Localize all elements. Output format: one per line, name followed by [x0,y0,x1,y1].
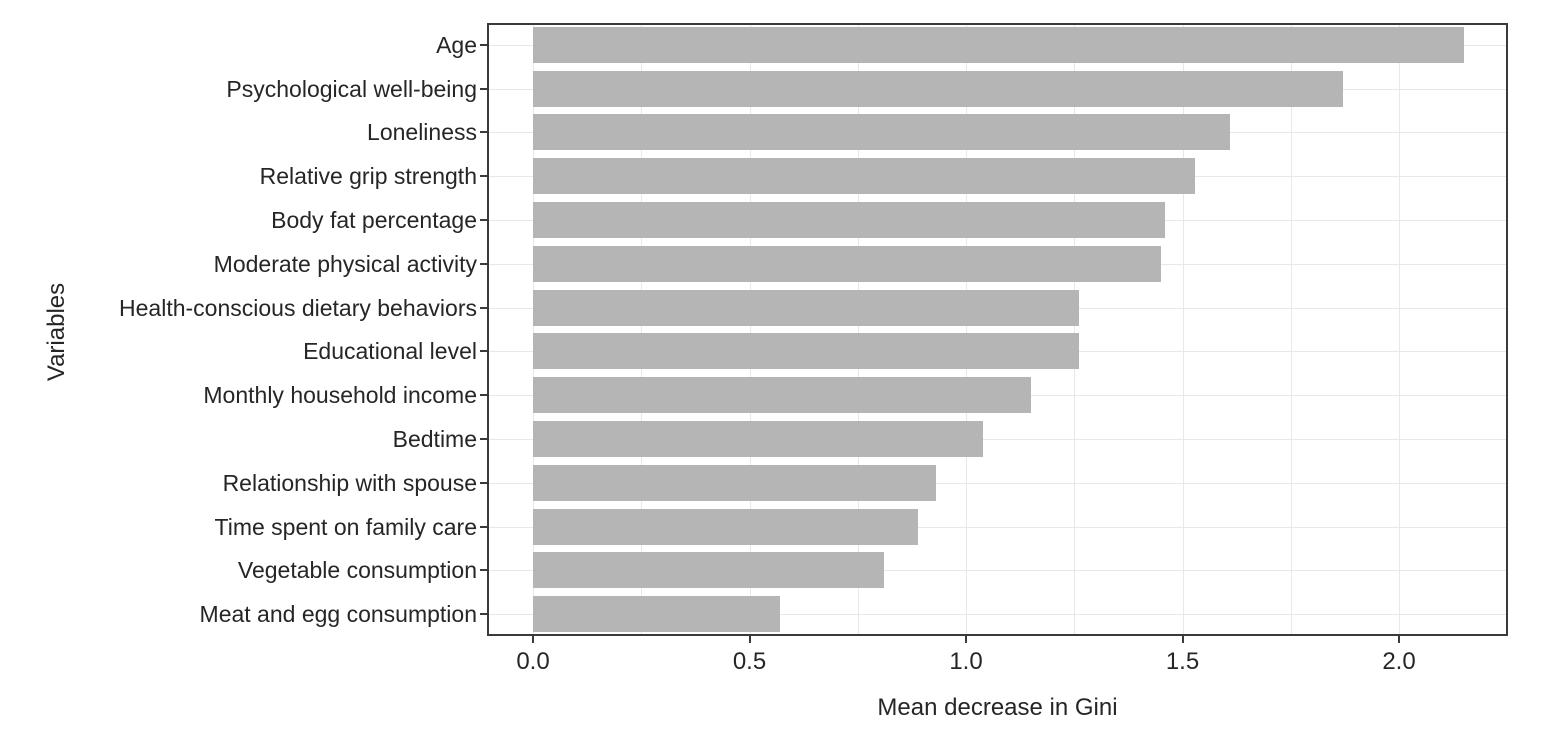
gridline-vertical [966,25,967,634]
y-tick-mark [480,525,487,528]
category-label: Moderate physical activity [213,250,477,277]
bar [533,420,984,457]
bar [533,596,780,633]
gridline-vertical [1399,25,1400,634]
category-label: Psychological well-being [226,75,477,102]
bar [533,158,1196,195]
category-label: Body fat percentage [271,207,477,234]
x-tick-label: 1.0 [949,648,983,675]
gridline-vertical [749,25,751,634]
bar [533,26,1464,63]
category-label: Time spent on family care [214,513,477,540]
y-tick-mark [480,219,487,222]
bar [533,377,1031,414]
bar [533,464,936,501]
y-tick-mark [480,175,487,178]
category-label: Relationship with spouse [222,469,477,496]
bar [533,552,884,589]
category-label: Meat and egg consumption [199,601,477,628]
y-tick-mark [480,569,487,572]
bar [533,202,1166,239]
x-tick-label: 1.5 [1165,648,1200,675]
bar [533,114,1231,151]
gridline-vertical [1507,25,1509,634]
y-tick-mark [480,43,487,46]
y-tick-mark [480,262,487,265]
x-tick-mark [1181,636,1184,643]
gridline-horizontal [489,570,1506,572]
y-tick-mark [480,131,487,134]
y-tick-mark [480,394,487,397]
bar [533,245,1161,282]
x-tick-label: 0.0 [516,648,550,675]
bar [533,508,919,545]
category-label: Age [436,31,477,58]
bar [533,289,1079,326]
category-label: Vegetable consumption [237,557,477,584]
category-label: Bedtime [392,425,477,452]
y-tick-mark [480,613,487,616]
gridline-horizontal [489,614,1506,616]
gridline-vertical [1074,25,1076,634]
x-axis-title: Mean decrease in Gini [877,694,1118,721]
x-tick-label: 2.0 [1382,648,1416,675]
y-tick-mark [480,437,487,440]
gridline-vertical [857,25,859,634]
gridline-vertical [1290,25,1292,634]
gridline-horizontal [489,526,1506,528]
x-tick-mark [748,636,751,643]
category-label: Health-conscious dietary behaviors [119,294,477,321]
x-tick-mark [1398,636,1400,643]
category-label: Relative grip strength [259,163,477,190]
x-tick-mark [965,636,967,643]
x-tick-label: 0.5 [732,648,767,675]
y-tick-mark [480,306,487,309]
gridline-vertical [533,25,534,634]
category-label: Monthly household income [203,382,477,409]
y-tick-mark [480,350,487,353]
category-label: Educational level [303,338,477,365]
y-tick-mark [480,87,487,90]
gridline-horizontal [489,438,1506,440]
gridline-horizontal [489,482,1506,484]
category-label: Loneliness [367,119,477,146]
y-axis-title: Variables [43,282,70,382]
bar [533,70,1343,107]
x-tick-mark [532,636,534,643]
gridline-vertical [1182,25,1184,634]
gridline-vertical [641,25,643,634]
y-tick-mark [480,481,487,484]
bar [533,333,1079,370]
